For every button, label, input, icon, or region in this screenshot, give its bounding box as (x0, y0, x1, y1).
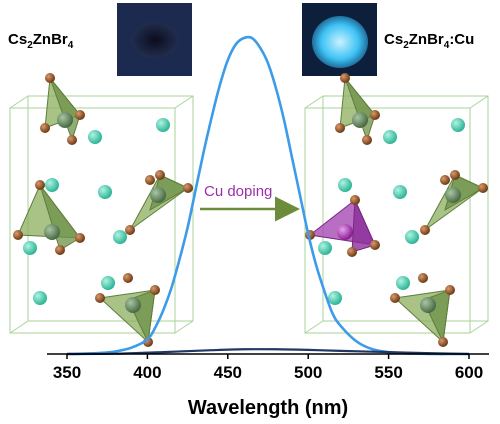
znbr4-tetrahedron (95, 273, 160, 347)
znbr4-tetrahedron (13, 180, 85, 255)
label-undoped-compound: Cs2ZnBr4 (8, 31, 74, 51)
label-cu-doped-compound: Cs2ZnBr4:Cu (384, 31, 474, 51)
znbr4-tetrahedron (125, 170, 193, 235)
x-tick-label: 450 (214, 363, 242, 382)
series-line-1 (66, 35, 469, 356)
x-axis-ticks: 350 400 450 500 550 600 (53, 354, 483, 382)
x-tick-label: 550 (374, 363, 402, 382)
cs-atoms (23, 118, 170, 305)
plot-series (66, 35, 470, 356)
series-line-2 (66, 348, 470, 356)
doping-arrow-label: Cu doping (204, 183, 272, 200)
photo-undoped (117, 3, 192, 76)
x-tick-label: 400 (133, 363, 161, 382)
znbr4-tetrahedron (390, 273, 455, 347)
x-tick-label: 600 (455, 363, 483, 382)
cubr4-tetrahedron (305, 195, 380, 257)
znbr4-tetrahedron (420, 170, 488, 235)
crystal-structure-undoped (9, 73, 194, 347)
znbr4-tetrahedron (40, 73, 85, 145)
cs-atoms (318, 118, 465, 305)
x-axis-title: Wavelength (nm) (188, 397, 348, 419)
crystal-structure-cu-doped (304, 73, 489, 347)
x-tick-label: 350 (53, 363, 81, 382)
x-tick-label: 500 (294, 363, 322, 382)
doping-arrow: Cu doping (200, 183, 300, 222)
znbr4-tetrahedron (335, 73, 380, 145)
photo-cu-doped (302, 3, 377, 76)
